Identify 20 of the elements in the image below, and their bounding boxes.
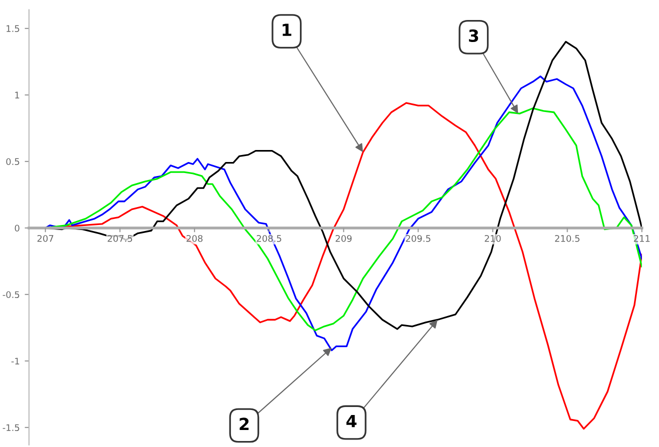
y-tick-label: -1.5 [2, 424, 20, 432]
annotation: 3 [468, 29, 478, 42]
x-tick-label: 210.5 [555, 235, 580, 242]
x-tick-label: 208 [186, 235, 203, 242]
y-tick-label: 0.5 [6, 158, 20, 166]
x-tick-label: 209.5 [406, 235, 430, 242]
annotation: 1 [282, 24, 292, 36]
x-tick-label: 210 [484, 235, 501, 242]
annotation: 4 [346, 414, 356, 428]
x-tick-label: 209 [336, 235, 352, 242]
y-tick-label: -0.5 [2, 291, 20, 298]
y-tick-label: -1 [11, 358, 20, 364]
x-tick-label: 207 [37, 235, 54, 242]
x-tick-label: 211 [634, 235, 650, 242]
y-tick-label: 0 [14, 224, 20, 232]
x-tick-label: 207.5 [108, 235, 132, 242]
y-tick-label: 1 [15, 92, 20, 98]
y-tick-label: 1.5 [6, 25, 20, 32]
annotation: 2 [240, 418, 249, 430]
x-tick-label: 208.5 [256, 235, 282, 242]
